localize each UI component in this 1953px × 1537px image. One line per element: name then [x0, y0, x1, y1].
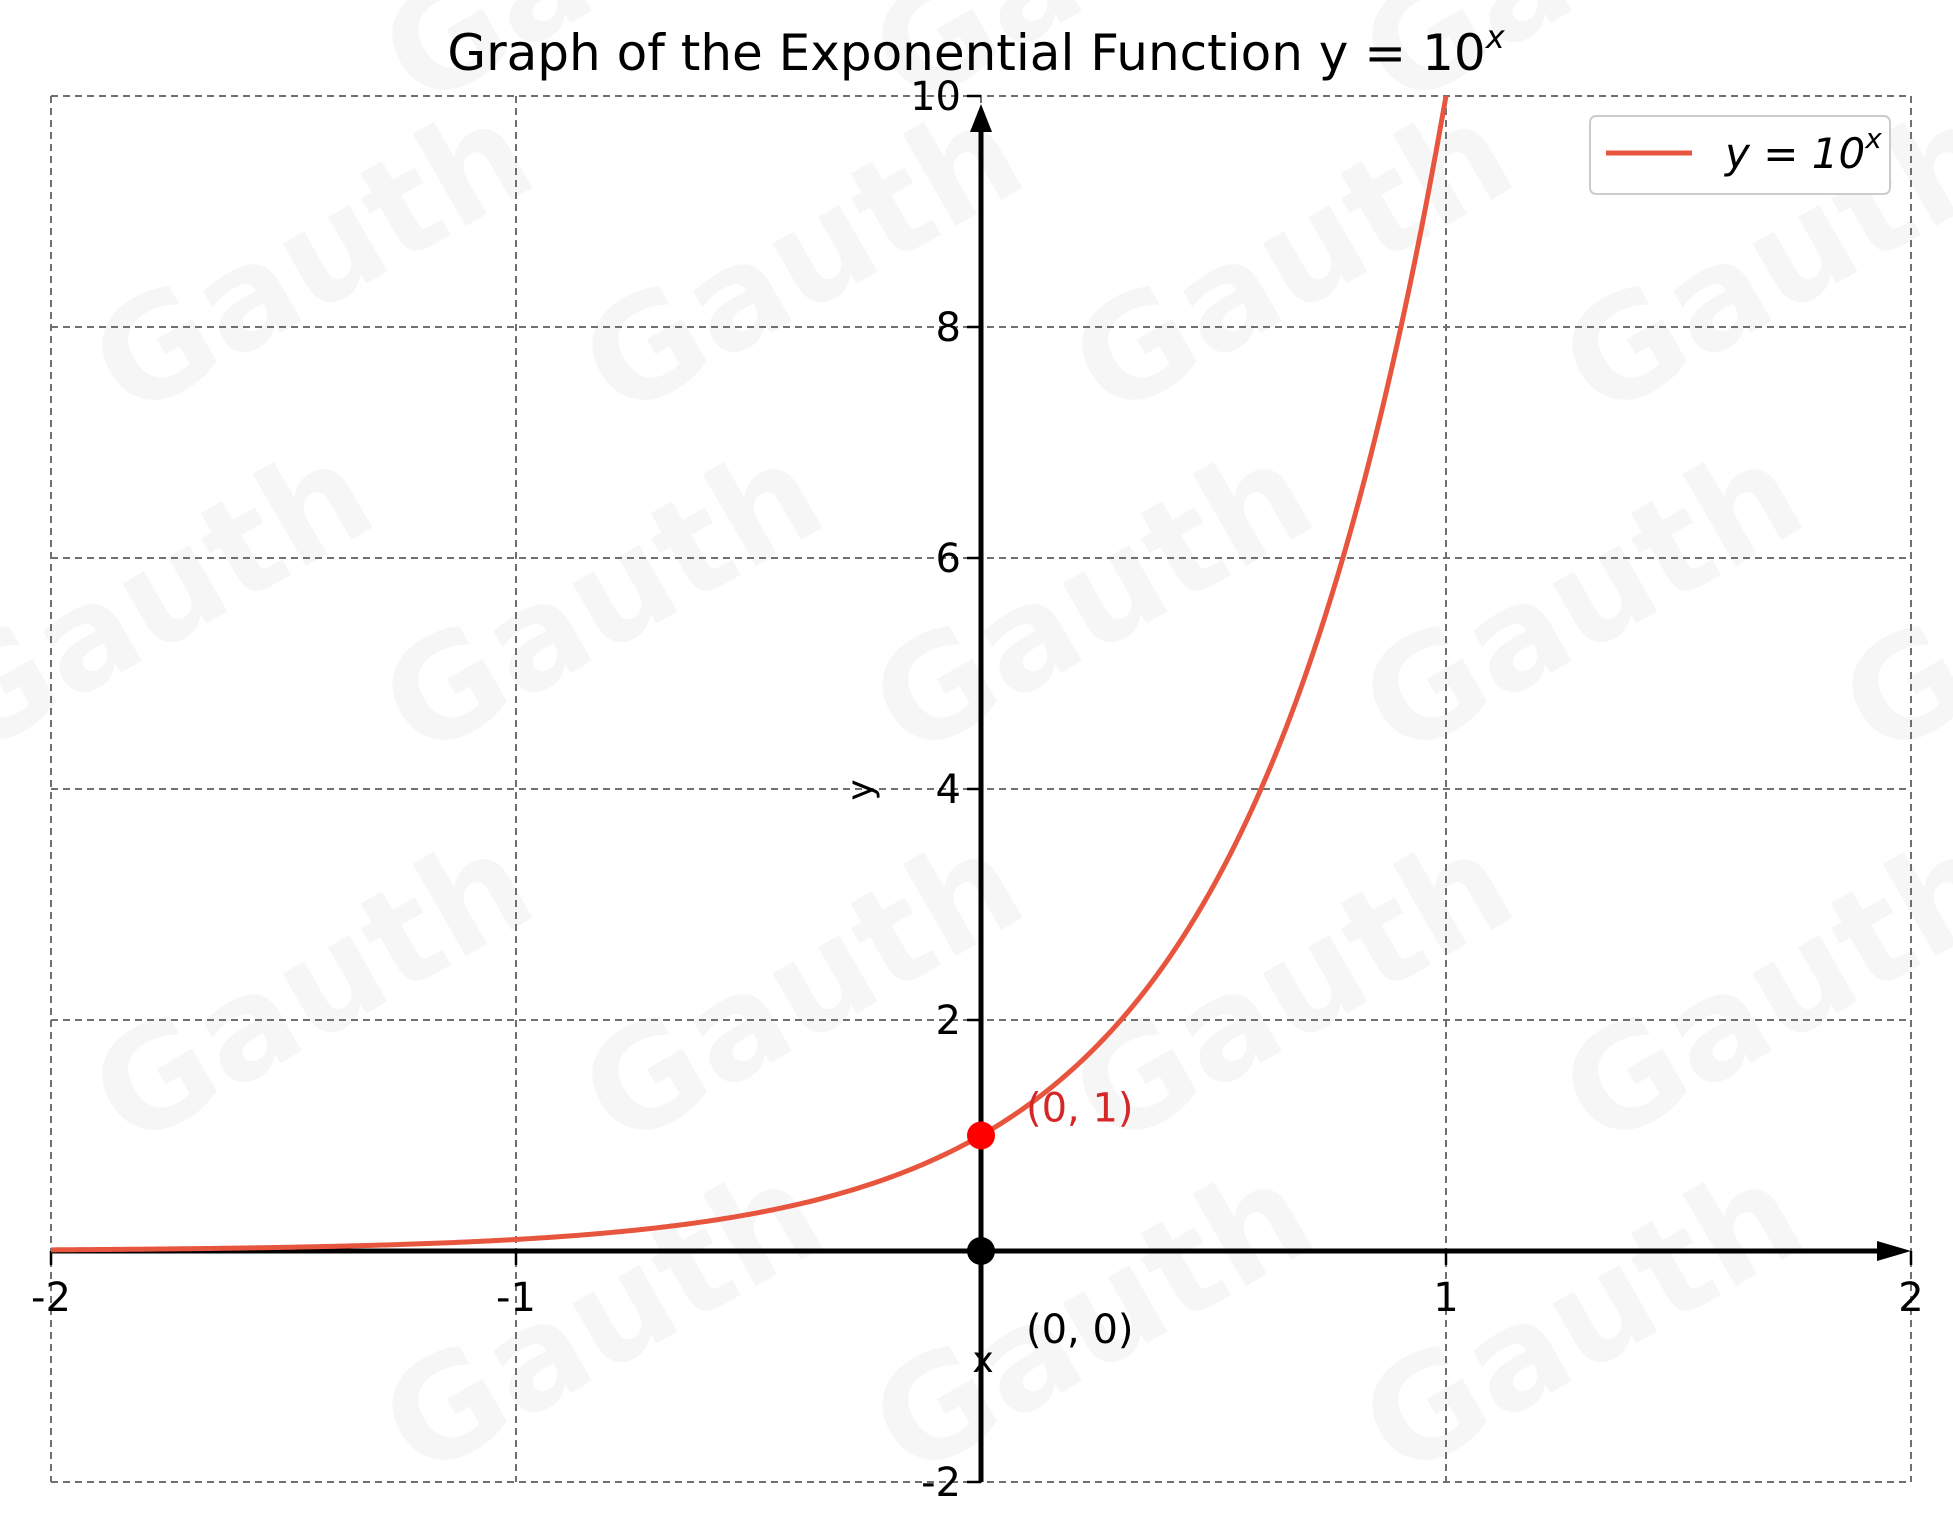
watermark-text: Gauth [1816, 410, 1953, 789]
x-tick-label: -2 [31, 1275, 71, 1321]
watermark-text: Gauth [1336, 410, 1829, 789]
watermark-text: Gauth [66, 800, 559, 1179]
point-label: (0, 1) [1026, 1086, 1134, 1132]
point-label: (0, 0) [1026, 1307, 1134, 1353]
tick-marks: -2 -1 1 2 -2 2 4 6 8 10 [31, 74, 1924, 1506]
y-axis-arrow [970, 104, 992, 132]
watermark-text: Gauth [0, 410, 399, 789]
y-tick-label: 6 [936, 536, 961, 582]
y-tick-label: 4 [936, 767, 961, 813]
series-line [50, 95, 1449, 1253]
y-tick-label: 10 [910, 74, 961, 120]
point-marker [967, 1237, 995, 1265]
watermark-text: Gauth [846, 410, 1339, 789]
series-layer [50, 95, 1449, 1253]
x-axis-label: x [972, 1340, 993, 1381]
legend: y = 10x [1589, 115, 1891, 195]
chart-title: Graph of the Exponential Function y = 10… [447, 18, 1505, 82]
watermark-text: Gauth [1536, 800, 1953, 1179]
watermark-text: Gauth [356, 1130, 849, 1509]
x-tick-label: 2 [1898, 1275, 1923, 1321]
x-tick-label: 1 [1433, 1275, 1458, 1321]
x-tick-label: -1 [496, 1275, 536, 1321]
y-tick-label: 2 [936, 998, 961, 1044]
x-axis-arrow [1877, 1241, 1911, 1261]
watermark-text: Gauth [1046, 70, 1539, 449]
watermark-text: Gauth [356, 410, 849, 789]
y-tick-label: -2 [921, 1460, 961, 1506]
legend-entry: y = 10x [1723, 122, 1882, 178]
legend-box [1589, 115, 1891, 195]
y-tick-label: 8 [936, 305, 961, 351]
watermark-text: Gauth [1336, 1130, 1829, 1509]
point-marker [967, 1121, 995, 1150]
watermark-text: Gauth [66, 70, 559, 449]
y-axis-label: y [840, 779, 881, 800]
points-layer: (0, 1) (0, 0) [967, 1086, 1134, 1353]
watermark-text: Gauth [556, 800, 1049, 1179]
